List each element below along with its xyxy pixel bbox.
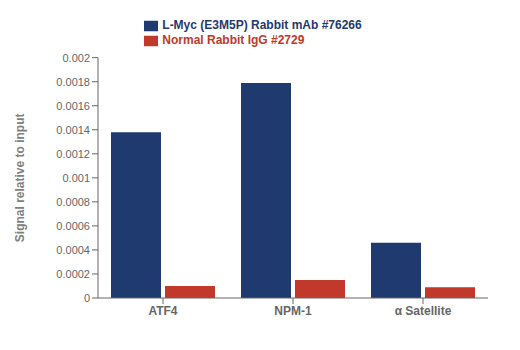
svg-text:0.0004: 0.0004 bbox=[56, 244, 90, 256]
svg-text:α Satellite: α Satellite bbox=[395, 304, 452, 318]
svg-text:0.0006: 0.0006 bbox=[56, 220, 90, 232]
svg-text:ATF4: ATF4 bbox=[148, 304, 177, 318]
svg-text:0.002: 0.002 bbox=[62, 52, 90, 64]
svg-text:0.0012: 0.0012 bbox=[56, 148, 90, 160]
svg-text:0.0008: 0.0008 bbox=[56, 196, 90, 208]
svg-text:0.001: 0.001 bbox=[62, 172, 90, 184]
svg-text:0: 0 bbox=[84, 292, 90, 304]
svg-text:0.0018: 0.0018 bbox=[56, 76, 90, 88]
svg-text:0.0014: 0.0014 bbox=[56, 124, 90, 136]
svg-text:Signal relative to input: Signal relative to input bbox=[13, 113, 27, 242]
svg-text:NPM-1: NPM-1 bbox=[274, 304, 312, 318]
svg-text:0.0002: 0.0002 bbox=[56, 268, 90, 280]
html-text:L-Myc (E3M5P) Rabbit mAb #7626: L-Myc (E3M5P) Rabbit mAb #76266 bbox=[162, 18, 362, 32]
html-text:Normal Rabbit IgG #2729: Normal Rabbit IgG #2729 bbox=[162, 32, 305, 47]
svg-text:0.0016: 0.0016 bbox=[56, 100, 90, 112]
